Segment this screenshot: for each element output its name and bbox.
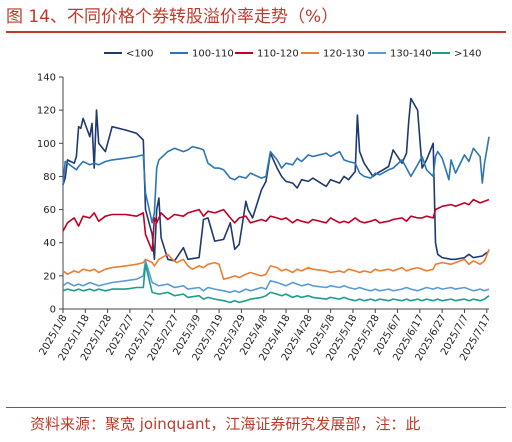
figure-title: 图 14、不同价格个券转股溢价率走势（%）	[6, 7, 339, 27]
y-tick-label: 140	[37, 73, 56, 84]
legend-label: <100	[126, 49, 153, 60]
series-line-2	[62, 198, 490, 252]
y-tick-label: 20	[43, 271, 56, 282]
y-tick-label: 0	[50, 305, 56, 316]
series-line-3	[62, 249, 490, 280]
premium-rate-line-chart: <100 100-110 110-120 120-130 130-140 >140 020…	[37, 49, 493, 363]
legend-label: 120-130	[323, 49, 365, 60]
x-axis: 2025/1/82025/1/182025/1/282025/2/72025/2…	[38, 308, 493, 363]
title-divider	[6, 31, 506, 33]
y-tick-label: 100	[37, 139, 56, 150]
y-tick-label: 120	[37, 106, 56, 117]
legend-label: 130-140	[390, 49, 432, 60]
y-tick-label: 40	[43, 238, 56, 249]
series-line-4	[62, 260, 490, 294]
y-tick-label: 60	[43, 205, 56, 216]
series-line-0	[62, 97, 490, 262]
source-divider	[6, 407, 506, 408]
legend-label: >140	[454, 49, 481, 60]
legend-label: 110-120	[257, 49, 299, 60]
series-line-1	[62, 136, 490, 224]
y-tick-label: 80	[43, 172, 56, 183]
source-note: 资料来源：聚宽 joinquant，江海证券研究发展部，注：此	[30, 415, 421, 433]
chart-legend: <100 100-110 110-120 120-130 130-140 >140	[104, 49, 481, 60]
series-line-5	[62, 263, 490, 304]
series-lines	[62, 97, 490, 304]
y-axis: 0 20 40 60 80 100 120 140	[37, 73, 64, 316]
legend-label: 100-110	[192, 49, 234, 60]
